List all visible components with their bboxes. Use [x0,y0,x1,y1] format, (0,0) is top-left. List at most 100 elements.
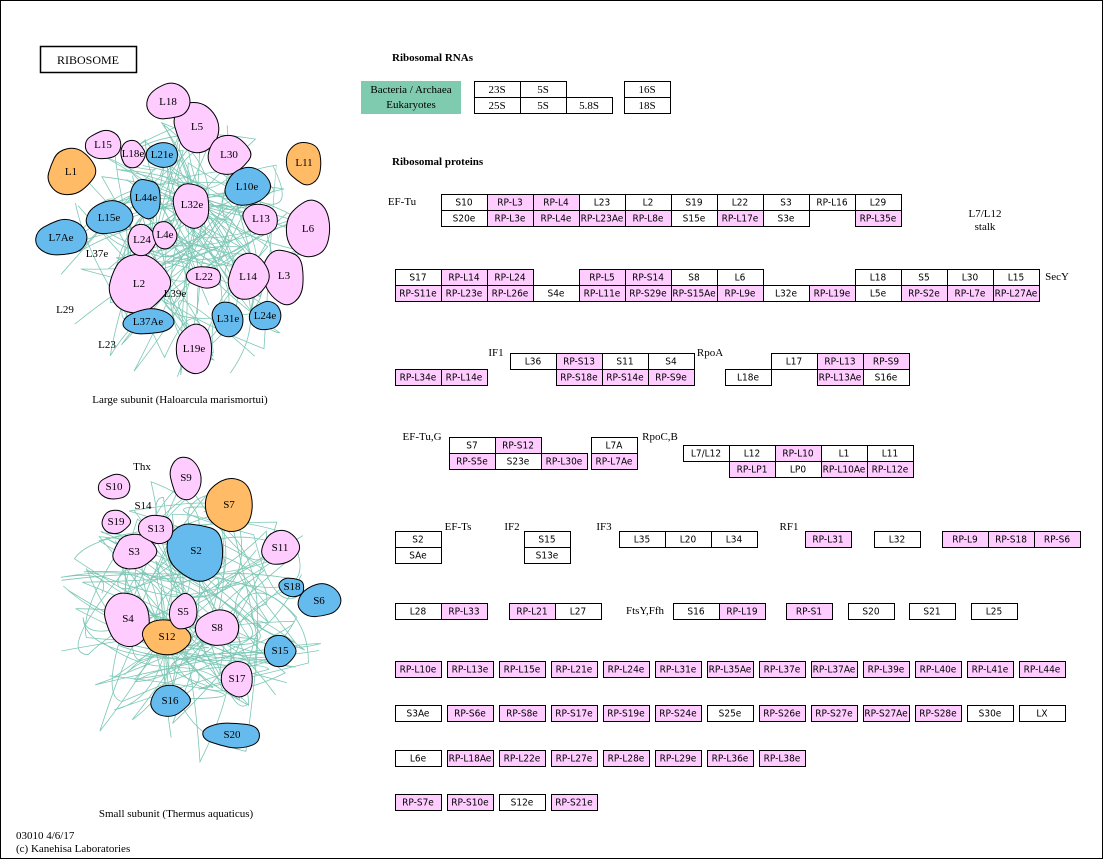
protein-box-rect[interactable] [551,750,598,767]
protein-box: RP-L37e [759,661,806,678]
protein-box-rect[interactable] [648,369,695,386]
protein-box: RP-S9e [648,369,695,386]
protein-box-rect[interactable] [591,453,638,470]
blob-label: L21e [151,149,174,161]
blob-label: S4 [122,613,134,625]
protein-box-rect[interactable] [763,210,810,227]
protein-box-rect[interactable] [1019,705,1066,722]
protein-box-rect[interactable] [805,531,852,548]
protein-box-rect[interactable] [551,705,598,722]
protein-label: RP-S27Ae [864,709,908,720]
protein-box: S12e [499,794,546,811]
rna-heading: Ribosomal RNAs [392,52,474,64]
protein-box-rect[interactable] [759,705,806,722]
protein-box: L15 [993,269,1040,286]
protein-box-rect[interactable] [541,453,588,470]
protein-box-rect[interactable] [441,369,488,386]
protein-box-rect[interactable] [603,705,650,722]
protein-box-rect[interactable] [811,661,858,678]
protein-label: RP-L13Ae [819,373,862,384]
protein-blob [185,266,221,289]
protein-box-rect[interactable] [971,603,1018,620]
blob-label: Thx [133,461,151,473]
protein-box: RP-S19e [603,705,650,722]
protein-box-rect[interactable] [655,661,702,678]
protein-box: RP-L27Ae [993,285,1040,302]
protein-label: RP-S10e [451,798,489,809]
protein-label: L12 [744,449,760,460]
protein-box-rect[interactable] [811,705,858,722]
protein-box: RP-L35Ae [707,661,754,678]
protein-box: RP-L19e [809,285,856,302]
protein-box-rect[interactable] [655,705,702,722]
rna-strand [61,539,321,686]
protein-label: RP-L23Ae [581,214,624,225]
protein-box-rect[interactable] [863,705,910,722]
protein-box-rect[interactable] [395,705,442,722]
protein-box-rect[interactable] [499,794,546,811]
protein-box: RP-L18Ae [447,750,494,767]
protein-label: L11 [882,449,898,460]
protein-box: RP-L5 [579,269,626,286]
protein-box-rect[interactable] [603,750,650,767]
protein-box-rect[interactable] [909,603,956,620]
protein-box-rect[interactable] [711,531,758,548]
protein-box-rect[interactable] [524,547,571,564]
protein-box-rect[interactable] [967,705,1014,722]
protein-box-rect[interactable] [447,750,494,767]
protein-box-rect[interactable] [555,603,602,620]
protein-box-rect[interactable] [395,750,442,767]
protein-box-rect[interactable] [759,661,806,678]
protein-box-rect[interactable] [447,661,494,678]
protein-box-rect[interactable] [499,750,546,767]
protein-box-rect[interactable] [1034,531,1081,548]
protein-box-rect[interactable] [707,661,754,678]
blob-label: L24 [133,234,151,246]
protein-box-rect[interactable] [499,661,546,678]
protein-box-rect[interactable] [551,661,598,678]
protein-label: L1 [839,449,850,460]
pathway-label: RpoC,B [642,431,678,443]
protein-box-rect[interactable] [867,461,914,478]
protein-box-rect[interactable] [863,661,910,678]
protein-box-rect[interactable] [395,547,442,564]
protein-label: RP-S14 [632,273,664,284]
protein-box-rect[interactable] [967,661,1014,678]
protein-box-rect[interactable] [863,369,910,386]
protein-label: RP-S6e [454,709,486,720]
protein-box-rect[interactable] [603,661,650,678]
protein-box: RP-S7e [395,794,442,811]
protein-box-rect[interactable] [874,531,921,548]
protein-box-rect[interactable] [915,661,962,678]
protein-box-rect[interactable] [447,794,494,811]
protein-box-rect[interactable] [499,705,546,722]
protein-blob [137,514,174,545]
protein-label: S4 [665,357,677,368]
protein-box-rect[interactable] [719,603,766,620]
protein-box-rect[interactable] [707,705,754,722]
protein-box-rect[interactable] [786,603,833,620]
protein-box-rect[interactable] [915,705,962,722]
protein-box-rect[interactable] [447,705,494,722]
protein-box-rect[interactable] [441,603,488,620]
protein-box: RP-L16 [809,194,856,211]
protein-box-rect[interactable] [855,210,902,227]
protein-box-rect[interactable] [395,661,442,678]
protein-box-rect[interactable] [551,794,598,811]
protein-box-rect[interactable] [993,285,1040,302]
protein-box-rect[interactable] [1019,661,1066,678]
protein-box: RP-L19 [719,603,766,620]
protein-label: RP-L31 [812,535,843,546]
protein-box-rect[interactable] [759,750,806,767]
blob-label: L18e [122,148,145,160]
protein-box-rect[interactable] [655,750,702,767]
protein-label: RP-L24e [608,665,645,676]
protein-box-rect[interactable] [395,794,442,811]
protein-box-rect[interactable] [725,369,772,386]
protein-box: L25 [971,603,1018,620]
protein-label: RP-L44e [1024,665,1061,676]
protein-label: S23e [507,457,530,468]
blob-label: S20 [223,729,241,741]
protein-box-rect[interactable] [707,750,754,767]
protein-box-rect[interactable] [848,603,895,620]
